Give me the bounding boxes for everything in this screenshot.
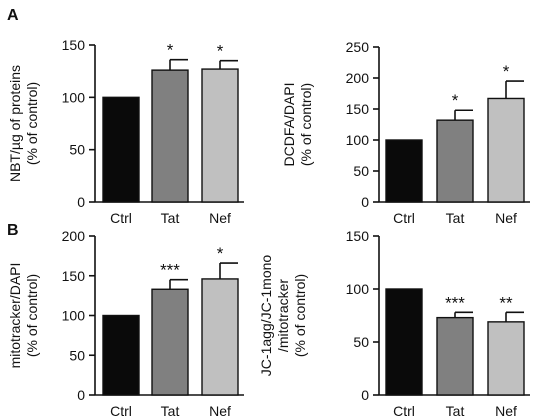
bar-ctrl <box>385 139 423 203</box>
y-tick-label: 100 <box>346 132 370 148</box>
category-label: Tat <box>446 403 465 418</box>
chart-dcdfa: 0 50 100 150 200 250 DCDFA/DAPI (% of control) C… <box>281 39 530 226</box>
y-tick-label: 150 <box>62 268 86 284</box>
y-axis-label: NBT/µg of proteins <box>7 65 23 182</box>
chart-mitotracker: 0 50 100 150 200 mitotracker/DAPI (% of contro… <box>7 228 244 418</box>
bar-nef <box>487 97 525 203</box>
category-label: Nef <box>495 210 517 226</box>
category-label: Nef <box>209 403 231 418</box>
category-label: Ctrl <box>393 210 415 226</box>
category-label: Nef <box>495 403 517 418</box>
bar-tat <box>436 316 474 396</box>
significance-label: * <box>217 244 224 263</box>
y-tick-label: 150 <box>62 37 86 53</box>
y-axis-label: JC-1agg/JC-1mono <box>258 255 274 377</box>
y-tick-label: 0 <box>77 194 85 210</box>
y-tick-label: 0 <box>77 387 85 403</box>
y-axis-label: (% of control) <box>24 274 40 357</box>
significance-label: * <box>503 62 510 81</box>
y-axis-label: (% of control) <box>24 82 40 165</box>
bar-tat <box>151 69 189 203</box>
bar-ctrl <box>385 288 423 396</box>
chart-jc1: 0 50 100 150 JC-1agg/JC-1mono/mitotracker (% … <box>258 228 530 418</box>
y-tick-label: 250 <box>346 39 370 55</box>
category-label: Tat <box>161 210 180 226</box>
y-axis-label: /mitotracker <box>275 279 291 352</box>
category-label: Tat <box>446 210 465 226</box>
y-tick-label: 0 <box>361 387 369 403</box>
significance-label: *** <box>445 293 465 312</box>
significance-label: *** <box>160 261 180 280</box>
significance-label: * <box>217 42 224 61</box>
chart-nbt: 0 50 100 150 NBT/µg of proteins (% of control… <box>7 37 244 226</box>
bar-nef <box>201 68 239 203</box>
panel-letter-b: B <box>7 222 19 239</box>
y-axis-label: (% of control) <box>292 274 308 357</box>
y-axis-label: DCDFA/DAPI <box>281 82 297 166</box>
y-tick-label: 50 <box>69 347 85 363</box>
category-label: Ctrl <box>110 403 132 418</box>
significance-label: * <box>452 91 459 110</box>
y-axis-label: (% of control) <box>298 83 314 166</box>
y-tick-label: 200 <box>346 70 370 86</box>
significance-label: ** <box>499 293 513 312</box>
y-tick-label: 150 <box>346 101 370 117</box>
y-axis-label: mitotracker/DAPI <box>7 263 23 369</box>
bar-nef <box>201 278 239 396</box>
panel-letter-a: A <box>7 7 19 24</box>
y-tick-label: 200 <box>62 228 86 244</box>
y-tick-label: 50 <box>69 142 85 158</box>
category-label: Ctrl <box>393 403 415 418</box>
bar-tat <box>151 288 189 396</box>
bar-ctrl <box>102 96 140 203</box>
bar-tat <box>436 119 474 203</box>
y-tick-label: 50 <box>353 163 369 179</box>
category-label: Ctrl <box>110 210 132 226</box>
bar-nef <box>487 321 525 396</box>
category-label: Tat <box>161 403 180 418</box>
y-tick-label: 0 <box>361 194 369 210</box>
category-label: Nef <box>209 210 231 226</box>
y-tick-label: 100 <box>62 308 86 324</box>
y-tick-label: 150 <box>346 228 370 244</box>
significance-label: * <box>167 41 174 60</box>
y-tick-label: 100 <box>62 89 86 105</box>
y-tick-label: 100 <box>346 281 370 297</box>
bar-ctrl <box>102 314 140 396</box>
y-tick-label: 50 <box>353 334 369 350</box>
